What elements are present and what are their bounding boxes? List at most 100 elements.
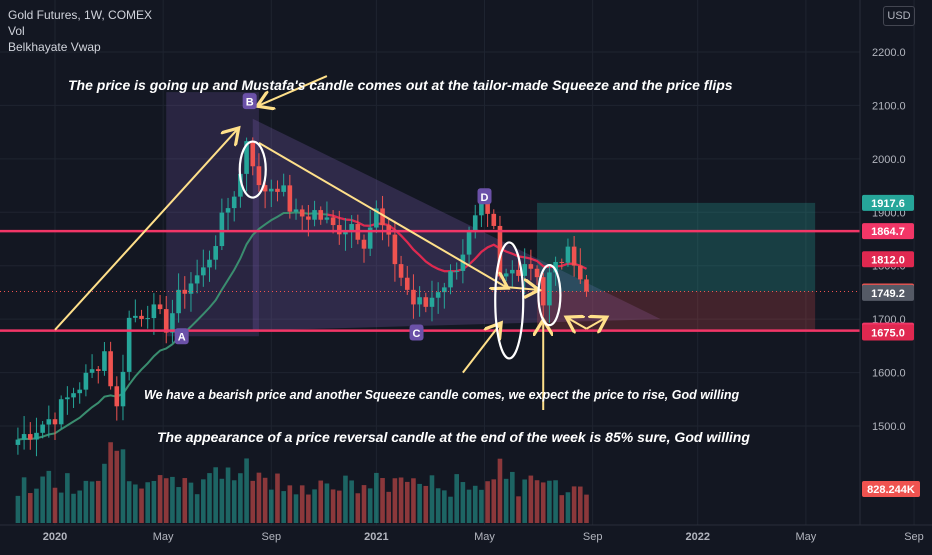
volume-bar [324,483,330,523]
candle-body [417,297,422,305]
volume-bar [448,496,453,523]
candle-body [120,371,126,407]
volume-bars [15,442,589,523]
price-tag [862,324,914,341]
volume-bar [386,491,392,523]
candle-body [145,318,150,320]
candle-body [435,292,441,298]
volume-bar [139,488,144,523]
volume-bar [312,489,317,523]
volume-bar [133,484,138,523]
price-axis-tick: 2100.0 [872,100,906,112]
volume-bar [472,485,478,523]
candle-body [547,272,552,306]
arrows [54,75,605,410]
pattern-points: A B C D [174,93,492,345]
highlight-ellipse [537,264,562,327]
candle-body [281,185,286,192]
candle-body [429,297,435,307]
annotation-arrow [568,318,587,329]
candle-body [411,289,416,305]
price-tag [862,251,914,268]
candle-body [503,273,509,277]
candle-body [516,269,521,276]
grid-lines [0,0,915,525]
volume-bar [27,493,33,523]
candle-body [133,315,138,318]
candle-body [65,397,70,400]
volume-bar [336,490,342,523]
volume-bar [102,463,107,523]
candle-body [584,279,589,292]
volume-bar [454,474,459,523]
volume-bar [540,482,546,523]
candle-body [299,209,305,217]
candle-body [571,246,577,266]
candle-body [343,230,348,235]
candle-body [306,216,311,220]
candle-body [479,202,484,216]
annotation-top: The price is going up and Mustafa's cand… [68,77,733,93]
volume-bar [479,489,484,523]
volume-bar [40,476,45,523]
legend-indicator[interactable]: Belkhayate Vwap [8,40,101,54]
candle-body [126,317,132,372]
volume-bar [442,490,447,523]
candle-body [392,234,398,265]
candle-body [21,434,27,440]
volume-bar [584,494,589,523]
time-axis-tick: Sep [904,531,924,543]
volume-bar [225,467,231,523]
legend-symbol[interactable]: Gold Futures, 1W, COMEX [8,8,153,22]
candle-body [491,213,497,226]
candle-body [71,393,76,398]
volume-bar [231,480,237,523]
volume-bar [89,481,95,523]
candle-body [448,271,453,288]
candle-body [540,277,546,306]
candle-body [534,268,540,278]
volume-bar [77,490,83,523]
volume-bar [466,489,472,523]
candle-body [287,185,293,212]
volume-bar [207,473,212,523]
currency-button[interactable]: USD [883,6,915,26]
highlight-ellipse [238,140,267,199]
volume-bar [46,470,52,523]
candle-body [442,287,447,293]
candle-body [423,297,429,307]
chart-legend: Gold Futures, 1W, COMEX Vol Belkhayate V… [8,7,152,55]
candle-body [578,265,583,280]
volume-bar [163,478,169,523]
highlight-ellipses [238,140,562,360]
candle-body [176,289,181,314]
volume-bar [157,475,163,523]
annotation-middle: We have a bearish price and another Sque… [144,388,740,402]
volume-bar [170,476,175,523]
candle-body [275,188,280,192]
point-label-b: B [246,97,254,109]
candle-body [380,208,385,226]
volume-bar [522,479,527,523]
volume-bar [343,475,348,523]
candle-body [485,202,490,214]
volume-tag [862,481,920,497]
price-tag [862,194,914,211]
legend-volume[interactable]: Vol [8,24,25,38]
candle-body [15,439,21,445]
volume-bar [34,488,39,523]
time-axis-tick: May [153,531,174,543]
candle-body [40,424,45,433]
candle-body [336,225,342,235]
candle-body [151,304,157,319]
point-label-c: C [413,328,421,340]
volume-bar [213,467,218,523]
candle-body [95,369,101,371]
volume-bar [497,458,503,523]
price-tag-text: 1864.7 [871,226,905,238]
annotation-arrow [54,129,237,331]
candle-body [454,270,459,272]
candle-body [293,209,299,212]
